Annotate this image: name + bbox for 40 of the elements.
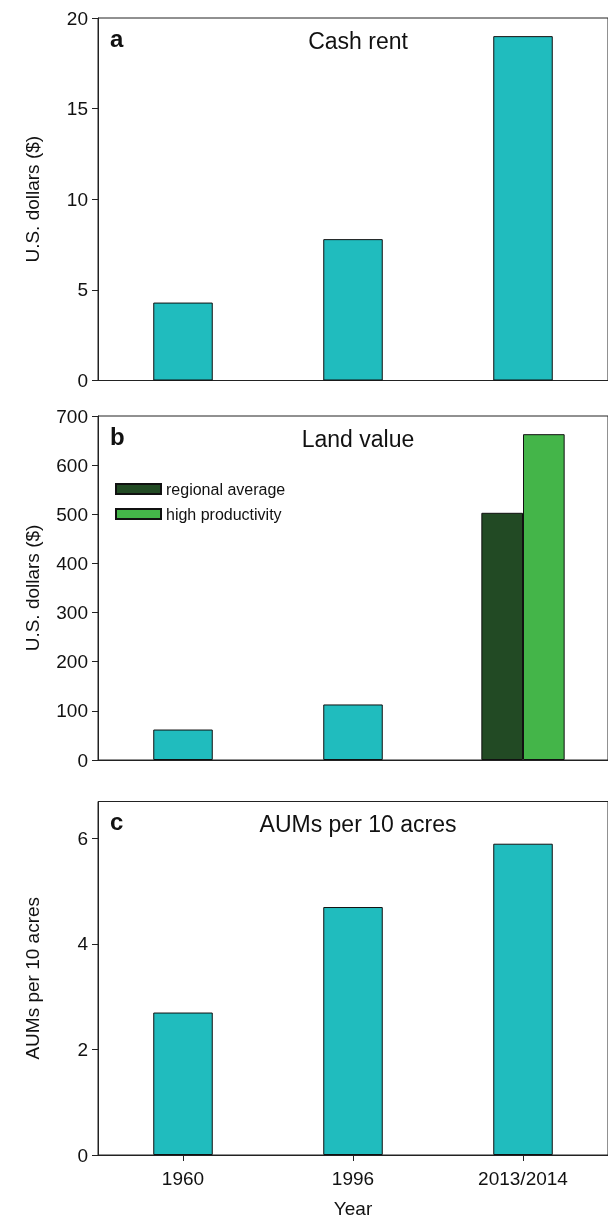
legend-label: regional average (166, 480, 286, 498)
annotation: c (110, 808, 124, 835)
bar (153, 1012, 213, 1155)
bar (323, 704, 383, 760)
annotation: b (110, 422, 125, 450)
x-tick-label: 1996 (331, 1168, 375, 1189)
bar (323, 239, 383, 381)
x-tick-label: 1960 (161, 1168, 205, 1189)
y-tick-label: 300 (56, 602, 88, 624)
y-axis-title: U.S. dollars ($) (22, 524, 43, 652)
chart-title: AUMs per 10 acres (259, 811, 457, 837)
y-tick-label: 500 (56, 503, 88, 525)
y-tick-label: 700 (56, 405, 88, 427)
annotation: a (110, 24, 124, 52)
y-tick-label: 10 (66, 188, 88, 210)
y-tick-label: 4 (77, 933, 89, 955)
y-tick-label: 0 (77, 1144, 88, 1166)
y-axis-title: AUMs per 10 acres (22, 896, 43, 1060)
chart-title: Land value (301, 425, 415, 452)
y-tick-label: 0 (77, 749, 88, 771)
chart-title: Cash rent (308, 27, 409, 54)
bar (153, 729, 213, 760)
legend-label: high productivity (166, 505, 282, 523)
y-tick-label: 200 (56, 651, 88, 673)
y-tick-label: 6 (77, 827, 88, 849)
y-tick-label: 600 (56, 454, 88, 476)
y-axis-title: U.S. dollars ($) (22, 135, 43, 263)
y-tick-label: 2 (77, 1038, 88, 1060)
y-tick-label: 100 (56, 700, 88, 722)
bar (323, 907, 383, 1155)
y-tick-label: 15 (66, 98, 88, 120)
y-tick-label: 20 (66, 7, 88, 29)
y-tick-label: 5 (77, 279, 88, 301)
bar (493, 843, 553, 1155)
y-tick-label: 0 (77, 370, 88, 391)
x-tick-label: 2013/2014 (478, 1168, 569, 1189)
y-tick-label: 400 (56, 552, 88, 574)
x-axis-title: Year (333, 1198, 373, 1219)
bar (493, 36, 553, 381)
bar (153, 302, 213, 381)
